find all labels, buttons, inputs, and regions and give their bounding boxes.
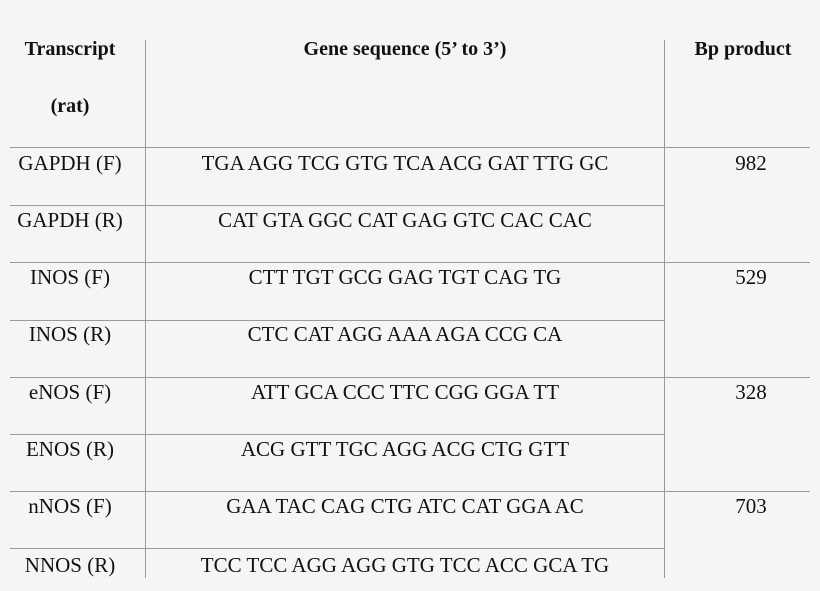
sequence-cell: CTC CAT AGG AAA AGA CCG CA bbox=[247, 322, 563, 346]
transcript-cell: ENOS (R) bbox=[25, 437, 115, 461]
header-product: Bp product bbox=[694, 38, 792, 60]
header-transcript-sub: (rat) bbox=[50, 95, 90, 117]
header-transcript: Transcript bbox=[24, 38, 116, 60]
transcript-cell: NNOS (R) bbox=[24, 553, 116, 577]
sequence-cell: GAA TAC CAG CTG ATC CAT GGA AC bbox=[226, 494, 584, 518]
sequence-cell: CTT TGT GCG GAG TGT CAG TG bbox=[248, 265, 562, 289]
product-cell: 703 bbox=[735, 494, 767, 518]
row-divider bbox=[10, 548, 664, 549]
row-divider bbox=[10, 147, 810, 148]
sequence-cell: TGA AGG TCG GTG TCA ACG GAT TTG GC bbox=[201, 151, 609, 175]
row-divider bbox=[10, 262, 810, 263]
sequence-cell: CAT GTA GGC CAT GAG GTC CAC CAC bbox=[218, 208, 592, 232]
transcript-cell: INOS (R) bbox=[28, 322, 112, 346]
sequence-cell: ATT GCA CCC TTC CGG GGA TT bbox=[250, 380, 560, 404]
sequence-cell: ACG GTT TGC AGG ACG CTG GTT bbox=[240, 437, 570, 461]
product-cell: 529 bbox=[735, 265, 767, 289]
row-divider bbox=[10, 320, 664, 321]
sequence-cell: TCC TCC AGG AGG GTG TCC ACC GCA TG bbox=[200, 553, 610, 577]
row-divider bbox=[10, 205, 664, 206]
transcript-cell: eNOS (F) bbox=[28, 380, 112, 404]
product-cell: 328 bbox=[735, 380, 767, 404]
row-divider bbox=[10, 434, 664, 435]
transcript-cell: GAPDH (R) bbox=[17, 208, 123, 232]
row-divider bbox=[10, 377, 810, 378]
column-divider bbox=[664, 40, 665, 578]
transcript-cell: GAPDH (F) bbox=[18, 151, 122, 175]
transcript-cell: INOS (F) bbox=[30, 265, 110, 289]
transcript-cell: nNOS (F) bbox=[28, 494, 112, 518]
header-sequence: Gene sequence (5’ to 3’) bbox=[303, 38, 507, 60]
row-divider bbox=[10, 491, 810, 492]
column-divider bbox=[145, 40, 146, 578]
product-cell: 982 bbox=[735, 151, 767, 175]
